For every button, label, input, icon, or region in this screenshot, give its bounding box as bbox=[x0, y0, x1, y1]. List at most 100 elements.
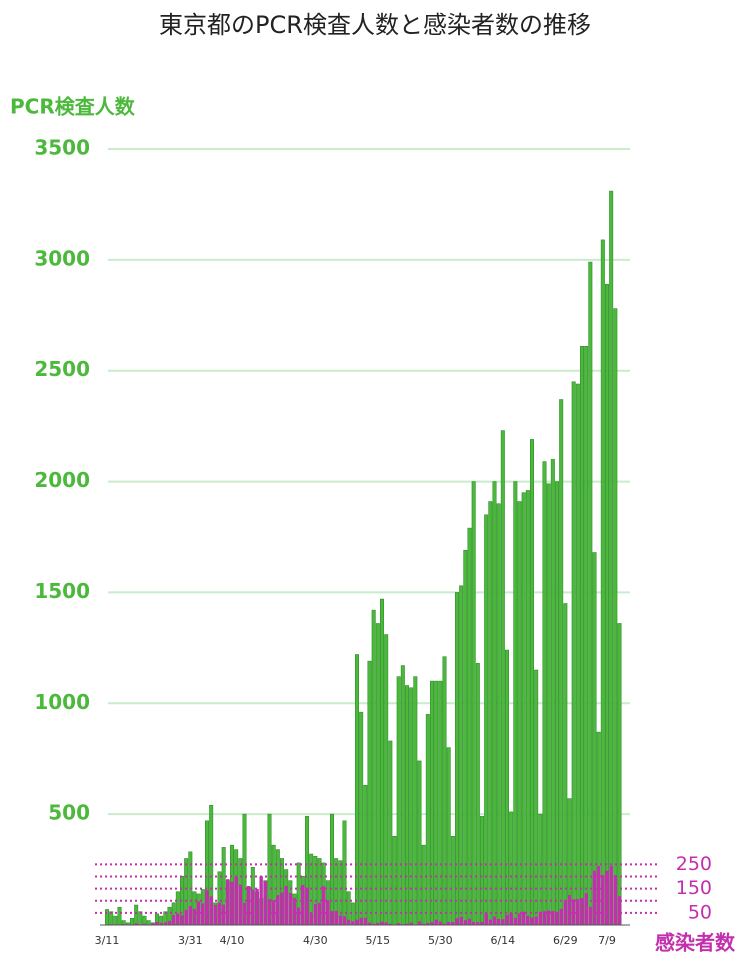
bar bbox=[489, 502, 492, 925]
bar bbox=[580, 346, 583, 925]
bar bbox=[372, 610, 375, 925]
bar bbox=[305, 888, 308, 925]
bar bbox=[459, 586, 462, 925]
bar bbox=[176, 914, 179, 925]
bar bbox=[514, 482, 517, 925]
bar bbox=[180, 915, 183, 925]
bar bbox=[389, 741, 392, 925]
bar bbox=[359, 918, 362, 925]
x-tick-label: 6/14 bbox=[490, 934, 515, 947]
bar bbox=[547, 484, 550, 925]
x-tick-label: 4/30 bbox=[303, 934, 328, 947]
bar bbox=[559, 400, 562, 925]
bar bbox=[468, 528, 471, 925]
bar bbox=[380, 922, 383, 925]
bar bbox=[364, 785, 367, 925]
bar bbox=[530, 439, 533, 925]
bar bbox=[439, 922, 442, 925]
bar bbox=[484, 914, 487, 925]
bar bbox=[455, 918, 458, 925]
bar bbox=[568, 895, 571, 925]
chart-title: 東京都のPCR検査人数と感染者数の推移 bbox=[159, 11, 591, 39]
bar bbox=[451, 836, 454, 925]
bar bbox=[522, 493, 525, 925]
bar bbox=[330, 814, 333, 925]
y-tick-label: 2000 bbox=[34, 468, 90, 492]
bar bbox=[226, 879, 229, 925]
bar bbox=[493, 482, 496, 925]
bar bbox=[505, 650, 508, 925]
bar bbox=[134, 905, 137, 925]
bar bbox=[509, 914, 512, 925]
bar bbox=[143, 916, 146, 925]
bar bbox=[459, 917, 462, 925]
bar bbox=[518, 502, 521, 925]
bar bbox=[539, 814, 542, 925]
bar bbox=[572, 382, 575, 925]
bar bbox=[601, 240, 604, 925]
x-tick-label: 3/11 bbox=[95, 934, 120, 947]
bar bbox=[593, 553, 596, 925]
bar bbox=[489, 920, 492, 925]
bar bbox=[355, 655, 358, 925]
bar bbox=[309, 914, 312, 925]
bar bbox=[222, 905, 225, 925]
bar bbox=[614, 309, 617, 925]
bar bbox=[293, 898, 296, 925]
bar bbox=[584, 346, 587, 925]
y-tick-label: 500 bbox=[48, 801, 90, 825]
x-tick-label: 4/10 bbox=[220, 934, 245, 947]
bar bbox=[322, 886, 325, 925]
bar bbox=[251, 890, 254, 925]
bar bbox=[289, 893, 292, 925]
bar bbox=[497, 504, 500, 925]
bar bbox=[434, 920, 437, 925]
bar bbox=[472, 482, 475, 925]
bar bbox=[351, 921, 354, 925]
y2-tick-label: 50 bbox=[688, 901, 712, 923]
bar bbox=[397, 677, 400, 925]
bar bbox=[339, 916, 342, 925]
bar bbox=[147, 921, 150, 925]
bar bbox=[609, 191, 612, 925]
bar bbox=[355, 920, 358, 925]
bar bbox=[418, 921, 421, 925]
bar bbox=[468, 919, 471, 925]
bar bbox=[493, 917, 496, 925]
bar bbox=[618, 623, 621, 925]
bar bbox=[214, 905, 217, 925]
x-tick-label: 5/15 bbox=[365, 934, 390, 947]
bar bbox=[393, 836, 396, 925]
bar bbox=[518, 913, 521, 925]
bar bbox=[589, 262, 592, 925]
bar bbox=[476, 663, 479, 925]
bar bbox=[401, 666, 404, 925]
bar bbox=[276, 895, 279, 925]
bar bbox=[118, 907, 121, 925]
bar bbox=[384, 635, 387, 925]
x-tick-label: 3/31 bbox=[178, 934, 203, 947]
bar bbox=[559, 909, 562, 925]
x-tick-label: 7/9 bbox=[598, 934, 616, 947]
x-tick-label: 6/29 bbox=[553, 934, 578, 947]
bar bbox=[189, 906, 192, 925]
bar bbox=[284, 886, 287, 925]
bar bbox=[480, 816, 483, 925]
bar bbox=[280, 893, 283, 925]
bar bbox=[597, 866, 600, 925]
bar bbox=[464, 550, 467, 925]
bar bbox=[526, 490, 529, 925]
bar bbox=[364, 918, 367, 925]
bar bbox=[530, 917, 533, 925]
bar bbox=[593, 871, 596, 925]
bar bbox=[572, 899, 575, 925]
y-tick-label: 1500 bbox=[34, 579, 90, 603]
bar bbox=[243, 903, 246, 925]
bar bbox=[589, 907, 592, 925]
bar bbox=[314, 904, 317, 925]
bar bbox=[580, 898, 583, 925]
bar bbox=[522, 912, 525, 925]
bar bbox=[301, 885, 304, 925]
bar bbox=[605, 871, 608, 925]
